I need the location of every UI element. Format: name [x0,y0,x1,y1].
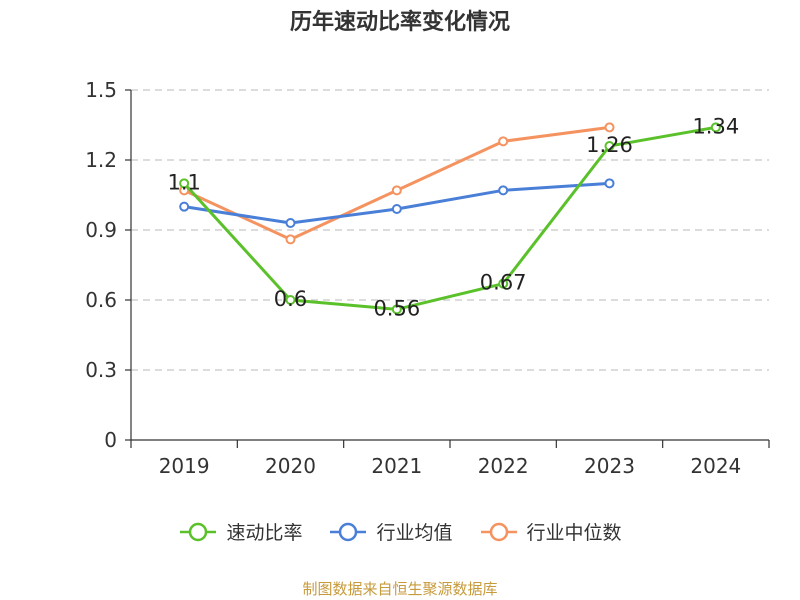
data-label: 0.56 [373,296,420,320]
x-tick-label: 2023 [584,454,635,478]
data-point [179,178,190,189]
data-label: 0.67 [480,271,527,295]
data-point [285,218,296,228]
data-point [498,278,509,289]
axes: 0 0.3 0.6 0.9 1.2 1.5 2019 2020 2021 2022 2023 2024 [85,78,770,478]
chart-title: 历年速动比率变化情况 [289,10,510,35]
data-point [285,234,296,245]
data-point [604,122,615,133]
source-footer: 制图数据来自恒生聚源数据库 [302,580,498,598]
legend-label: 速动比率 [226,522,303,544]
x-tick-label: 2022 [478,454,529,478]
data-point [710,122,721,133]
y-tick-label: 0.9 [85,218,117,242]
legend-swatch-icon [180,522,217,541]
data-point [391,185,402,196]
y-tick-label: 0.6 [85,288,117,312]
legend-item[interactable]: 速动比率 [178,518,302,545]
y-tick-label: 0.3 [85,358,117,382]
data-point [604,178,615,189]
data-label: 1.26 [586,133,633,157]
legend-swatch-icon [330,522,367,541]
grid-lines [131,89,769,371]
legend-marker [339,522,358,541]
data-labels: 1.1 0.6 0.56 0.67 1.26 1.34 [167,114,739,320]
data-point [285,295,296,305]
legend-label: 行业均值 [376,522,453,544]
x-tick-label: 2019 [159,454,210,478]
legend: 速动比率 行业均值 行业中位数 [0,518,800,545]
legend-marker [189,522,208,541]
data-point [391,304,402,315]
y-tick-label: 1.2 [85,148,117,172]
x-tick-label: 2024 [690,454,741,478]
y-tick-label: 1.5 [85,78,117,102]
x-tick-label: 2020 [265,454,316,478]
data-label: 1.34 [692,114,739,138]
series-line [183,125,610,241]
legend-label: 行业中位数 [526,522,622,544]
legend-item[interactable]: 行业均值 [328,518,453,545]
legend-marker [489,522,508,541]
series-lines [179,122,721,315]
data-point [604,141,615,151]
data-label: 1.1 [167,170,200,194]
data-point [498,185,509,196]
data-point [498,136,509,147]
legend-swatch-icon [480,522,517,541]
y-tick-label: 0 [104,428,117,452]
x-tick-label: 2021 [371,454,422,478]
data-label: 0.6 [274,287,307,311]
data-point [391,204,402,214]
legend-item[interactable]: 行业中位数 [479,518,622,545]
series-line [183,125,717,311]
data-point [179,201,190,212]
